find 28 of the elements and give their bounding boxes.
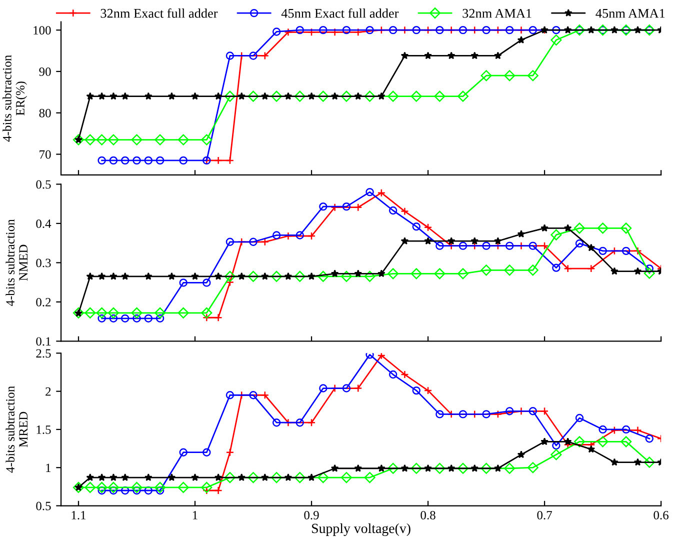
y-tick-label: 0.4 [36,219,52,228]
y-tick-label: 0.5 [36,180,51,189]
x-tick-label: 0.9 [304,510,319,520]
legend-label: 32nm AMA1 [462,8,532,18]
y-axis-title: 4-bits subtraction ER(%) [2,54,27,142]
x-tick-label: 1 [192,511,198,520]
legend-label: 32nm Exact full adder [100,8,218,18]
y-tick-label: 80 [39,108,51,118]
y-tick-label: 100 [34,26,51,35]
y-tick-label: 2 [46,387,51,396]
y-tick-label: 70 [40,150,51,159]
y-tick-label: 0.5 [36,502,51,510]
y-tick-label: 2.5 [36,349,51,358]
y-tick-label: 1 [46,464,51,472]
y-axis-title: 4-bits subtraction MRED [6,386,28,473]
y-tick-label: 1.5 [36,426,51,434]
legend-label: 45nm Exact full adder [281,8,399,18]
x-tick-label: 0.6 [654,510,668,520]
x-tick-label: 0.7 [537,510,552,520]
x-tick-label: 1.1 [72,511,86,520]
legend-label: 45nm AMA1 [596,8,665,18]
y-axis-title: 4-bits subtraction NMED [6,219,28,306]
x-axis-title: Supply voltage(v) [312,523,410,536]
y-tick-label: 0.3 [36,258,51,268]
y-tick-label: 0.2 [36,298,51,306]
y-tick-label: 90 [39,67,51,76]
y-tick-label: 0.1 [36,337,51,346]
x-tick-label: 0.8 [420,510,436,520]
